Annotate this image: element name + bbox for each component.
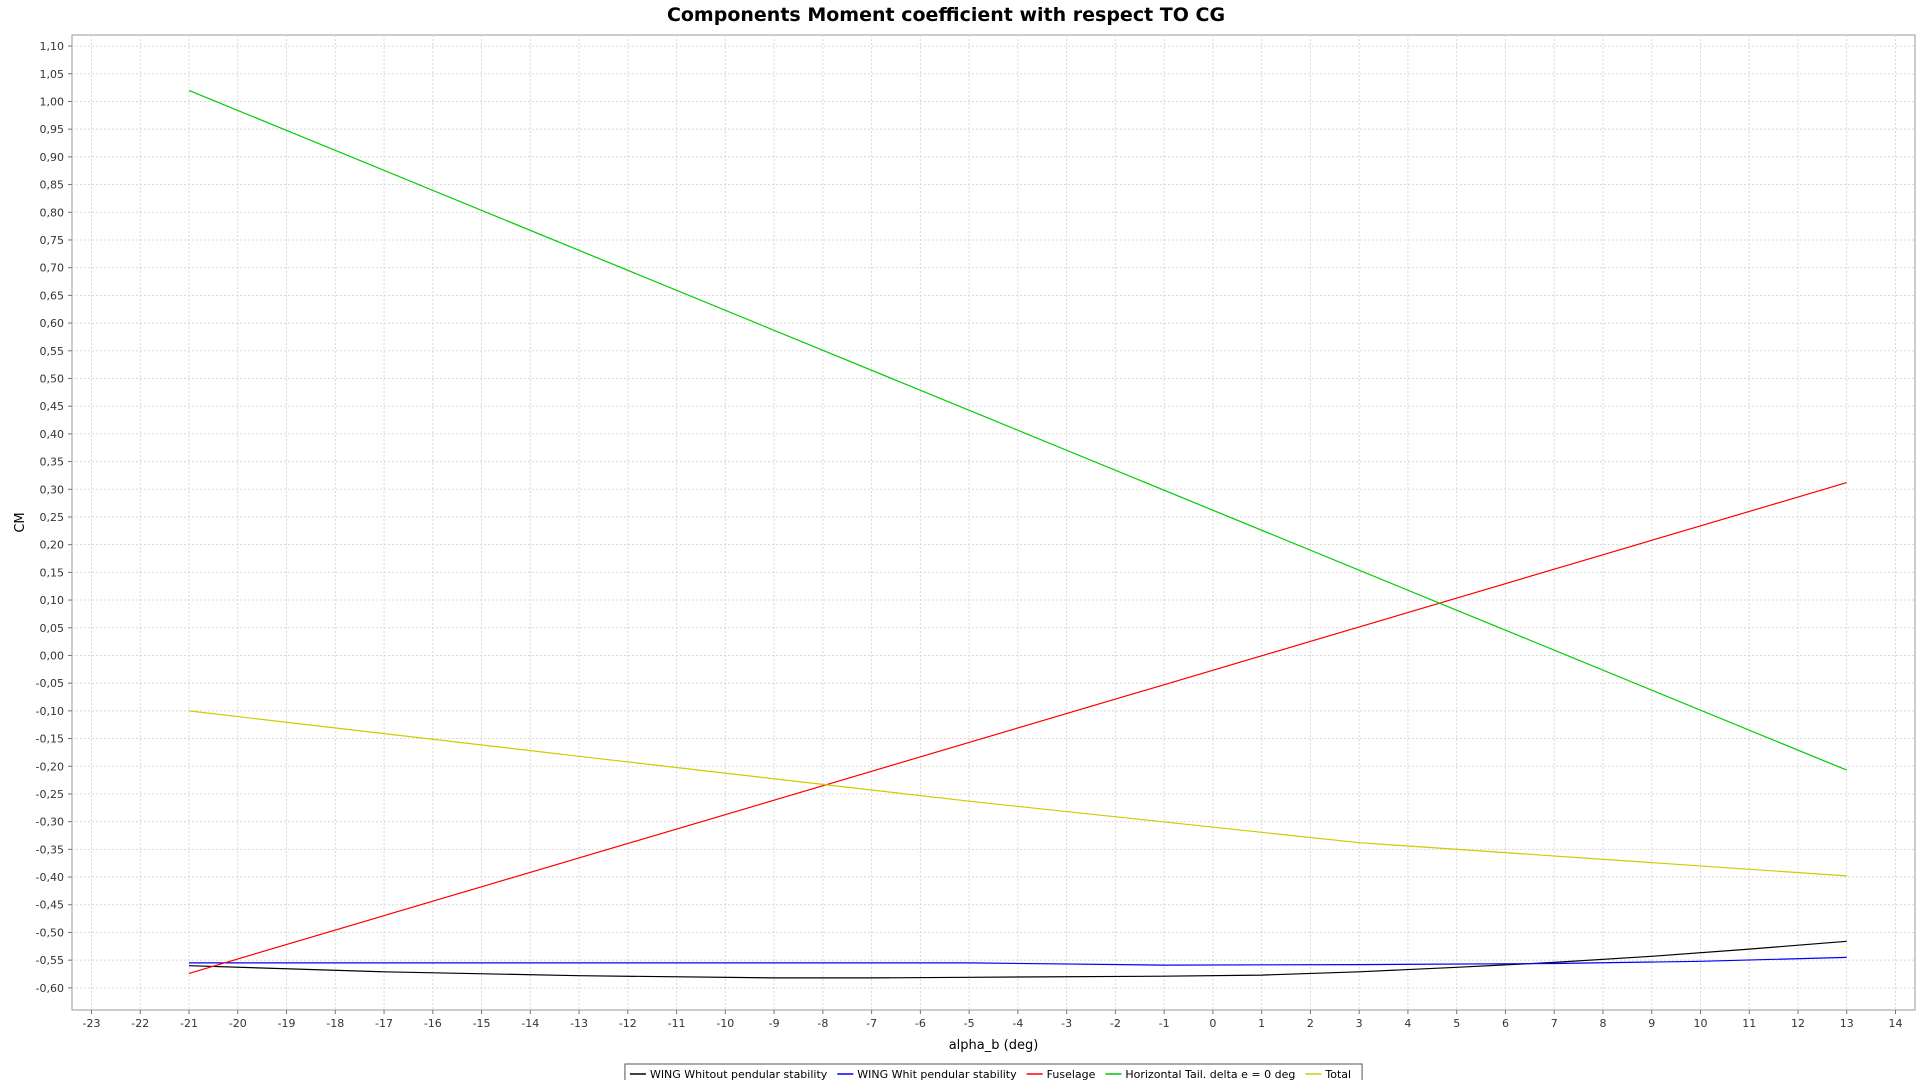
y-tick-label: 0,35 bbox=[40, 456, 65, 469]
y-tick-label: 1,05 bbox=[40, 68, 65, 81]
x-tick-label: 5 bbox=[1453, 1017, 1460, 1030]
y-tick-label: -0,30 bbox=[36, 816, 64, 829]
series-line-wing-whitout-pendular-stability bbox=[188, 940, 1847, 979]
x-tick-label: -20 bbox=[229, 1017, 247, 1030]
x-tick-label: -6 bbox=[915, 1017, 926, 1030]
x-tick-label: 0 bbox=[1209, 1017, 1216, 1030]
x-tick-label: -19 bbox=[278, 1017, 296, 1030]
x-axis-label: alpha_b (deg) bbox=[949, 1038, 1039, 1053]
x-tick-label: 8 bbox=[1599, 1017, 1606, 1030]
x-tick-label: -13 bbox=[570, 1017, 588, 1030]
y-tick-label: -0,20 bbox=[36, 760, 64, 773]
x-tick-label: 2 bbox=[1307, 1017, 1314, 1030]
x-tick-label: -5 bbox=[964, 1017, 975, 1030]
plot-area bbox=[71, 34, 1916, 1011]
x-tick-label: -23 bbox=[83, 1017, 101, 1030]
y-tick-label: 0,90 bbox=[40, 151, 65, 164]
x-tick-label: 6 bbox=[1502, 1017, 1509, 1030]
y-tick-label: 0,05 bbox=[40, 622, 65, 635]
y-tick-label: -0,55 bbox=[36, 954, 64, 967]
x-tick-label: -22 bbox=[131, 1017, 149, 1030]
chart-title: Components Moment coefficient with respe… bbox=[667, 4, 1225, 26]
y-tick-label: 0,70 bbox=[40, 262, 65, 275]
series-line-horizontal-tail-delta-e-0-deg bbox=[188, 89, 1847, 771]
x-tick-label: -14 bbox=[521, 1017, 539, 1030]
x-tick-label: 10 bbox=[1693, 1017, 1707, 1030]
series-line-total bbox=[188, 710, 1847, 877]
grid bbox=[72, 35, 1915, 1010]
x-tick-label: -8 bbox=[817, 1017, 828, 1030]
x-tick-label: -4 bbox=[1012, 1017, 1023, 1030]
series-line-fuselage bbox=[188, 482, 1847, 974]
x-tick-label: -21 bbox=[180, 1017, 198, 1030]
y-tick-label: 0,95 bbox=[40, 123, 65, 136]
y-tick-label: 0,45 bbox=[40, 400, 65, 413]
y-tick-label: -0,40 bbox=[36, 871, 64, 884]
legend-label-wing-whitout-pendular-stability: WING Whitout pendular stability bbox=[650, 1068, 828, 1080]
x-tick-label: 3 bbox=[1356, 1017, 1363, 1030]
x-tick-label: -17 bbox=[375, 1017, 393, 1030]
y-tick-label: -0,35 bbox=[36, 843, 64, 856]
y-axis-label: CM bbox=[13, 512, 28, 532]
y-tick-label: 0,20 bbox=[40, 539, 65, 552]
y-tick-label: -0,45 bbox=[36, 899, 64, 912]
y-tick-label: 0,80 bbox=[40, 206, 65, 219]
x-tick-label: -7 bbox=[866, 1017, 877, 1030]
y-tick-label: -0,50 bbox=[36, 926, 64, 939]
y-tick-label: 0,40 bbox=[40, 428, 65, 441]
x-tick-label: -1 bbox=[1159, 1017, 1170, 1030]
y-tick-label: 0,50 bbox=[40, 372, 65, 385]
x-tick-label: 12 bbox=[1791, 1017, 1805, 1030]
y-tick-label: -0,25 bbox=[36, 788, 64, 801]
x-tick-label: 1 bbox=[1258, 1017, 1265, 1030]
series-layer bbox=[188, 89, 1847, 979]
legend: WING Whitout pendular stability WING Whit… bbox=[624, 1063, 1363, 1080]
x-tick-label: -11 bbox=[668, 1017, 686, 1030]
y-tick-label: 1,10 bbox=[40, 40, 65, 53]
legend-label-wing-whit-pendular-stability: WING Whit pendular stability bbox=[857, 1068, 1017, 1080]
x-axis-ticks: -23 -22 -21 -20 -19 -18 -17 -16 -15 -14 -13 -12 -11-… bbox=[83, 1010, 1902, 1030]
x-tick-label: 7 bbox=[1551, 1017, 1558, 1030]
y-tick-label: 0,10 bbox=[40, 594, 65, 607]
legend-label-fuselage: Fuselage bbox=[1047, 1068, 1096, 1080]
x-tick-label: -16 bbox=[424, 1017, 442, 1030]
y-tick-label: 0,30 bbox=[40, 483, 65, 496]
y-tick-label: 0,00 bbox=[40, 649, 65, 662]
y-tick-label: 0,65 bbox=[40, 289, 65, 302]
y-tick-label: -0,10 bbox=[36, 705, 64, 718]
y-tick-label: 0,25 bbox=[40, 511, 65, 524]
legend-label-horizontal-tail-delta-e-0-deg: Horizontal Tail. delta e = 0 deg bbox=[1125, 1068, 1295, 1080]
y-tick-label: 0,15 bbox=[40, 566, 65, 579]
x-tick-label: 13 bbox=[1840, 1017, 1854, 1030]
legend-box bbox=[624, 1063, 1363, 1080]
x-tick-label: 9 bbox=[1648, 1017, 1655, 1030]
legend-label-total: Total bbox=[1324, 1068, 1351, 1080]
x-tick-label: -18 bbox=[326, 1017, 344, 1030]
series-line-wing-whit-pendular-stability bbox=[189, 956, 1847, 966]
x-tick-label: -10 bbox=[716, 1017, 734, 1030]
y-axis-ticks: -0,60 -0,55 -0,50 -0,45 -0,40 -0,35 -0,30 -0,25… bbox=[36, 40, 72, 995]
x-tick-label: 11 bbox=[1742, 1017, 1756, 1030]
y-tick-label: 0,85 bbox=[40, 179, 65, 192]
x-tick-label: 14 bbox=[1888, 1017, 1902, 1030]
x-tick-label: -15 bbox=[473, 1017, 491, 1030]
x-tick-label: -12 bbox=[619, 1017, 637, 1030]
y-tick-label: 1,00 bbox=[40, 95, 65, 108]
y-tick-label: -0,05 bbox=[36, 677, 64, 690]
x-tick-label: -9 bbox=[769, 1017, 780, 1030]
y-tick-label: 0,55 bbox=[40, 345, 65, 358]
y-tick-label: 0,60 bbox=[40, 317, 65, 330]
x-tick-label: 4 bbox=[1404, 1017, 1411, 1030]
y-tick-label: -0,15 bbox=[36, 733, 64, 746]
y-tick-label: 0,75 bbox=[40, 234, 65, 247]
y-tick-label: -0,60 bbox=[36, 982, 64, 995]
x-tick-label: -3 bbox=[1061, 1017, 1072, 1030]
x-tick-label: -2 bbox=[1110, 1017, 1121, 1030]
